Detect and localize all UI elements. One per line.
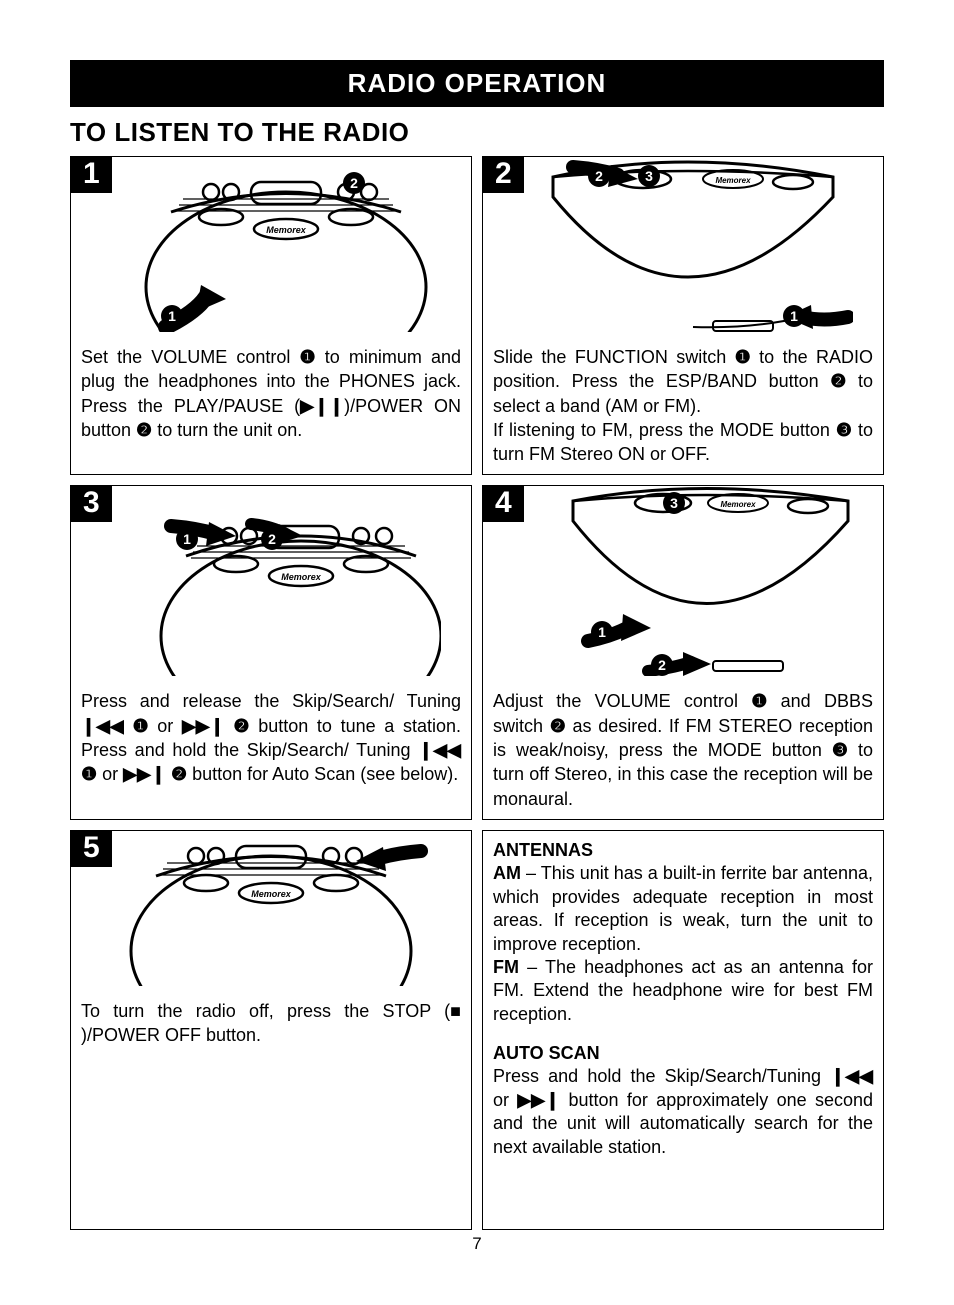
fm-label: FM: [493, 957, 519, 977]
step-4-illustration: 4 Memorex 3 1 2: [483, 486, 883, 681]
step-1-illustration: 1 Memorex: [71, 157, 471, 337]
am-label: AM: [493, 863, 521, 883]
step-4-badge: 4: [483, 486, 524, 522]
fm-text: – The headphones act as an antenna for F…: [493, 957, 873, 1024]
page-number: 7: [70, 1234, 884, 1254]
callout-1: 1: [783, 305, 805, 327]
callout-1: 1: [161, 305, 183, 327]
step-1-text: Set the VOLUME control ❶ to minimum and …: [71, 337, 471, 450]
step-4-cell: 4 Memorex 3 1 2 Adjust the VOLUME contro…: [482, 485, 884, 819]
autoscan-title: AUTO SCAN: [493, 1042, 873, 1065]
section-header: RADIO OPERATION: [70, 60, 884, 107]
step-2-illustration: 2 Memorex 2 3 1: [483, 157, 883, 337]
device-top-view: Memorex: [101, 486, 441, 676]
device-top-view: Memorex: [111, 157, 431, 332]
antennas-am: AM – This unit has a built-in ferrite ba…: [493, 862, 873, 956]
svg-text:Memorex: Memorex: [720, 500, 756, 509]
step-3-cell: 3 Memorex: [70, 485, 472, 819]
step-2-text: Slide the FUNCTION switch ❶ to the RADIO…: [483, 337, 883, 474]
callout-2: 2: [343, 172, 365, 194]
svg-text:Memorex: Memorex: [281, 572, 322, 582]
antennas-fm: FM – The headphones act as an antenna fo…: [493, 956, 873, 1026]
step-3-illustration: 3 Memorex: [71, 486, 471, 681]
callout-3: 3: [638, 165, 660, 187]
step-5-text: To turn the radio off, press the STOP (■…: [71, 991, 471, 1056]
steps-grid: 1 Memorex: [70, 156, 884, 1230]
device-top-view: Memorex: [101, 831, 441, 986]
step-5-cell: 5 Memorex To: [70, 830, 472, 1230]
step-1-cell: 1 Memorex: [70, 156, 472, 475]
step-5-badge: 5: [71, 831, 112, 867]
step-2-badge: 2: [483, 157, 524, 193]
info-cell: ANTENNAS AM – This unit has a built-in f…: [482, 830, 884, 1230]
antennas-block: ANTENNAS AM – This unit has a built-in f…: [493, 839, 873, 1026]
am-text: – This unit has a built-in ferrite bar a…: [493, 863, 873, 953]
step-1-badge: 1: [71, 157, 112, 193]
step-5-illustration: 5 Memorex: [71, 831, 471, 991]
svg-text:Memorex: Memorex: [251, 889, 292, 899]
section-subtitle: TO LISTEN TO THE RADIO: [70, 117, 884, 148]
step-4-text: Adjust the VOLUME control ❶ and DBBS swi…: [483, 681, 883, 818]
step-3-text: Press and release the Skip/Search/ Tunin…: [71, 681, 471, 794]
device-rear-view: Memorex: [513, 486, 853, 676]
autoscan-block: AUTO SCAN Press and hold the Skip/Search…: [493, 1042, 873, 1159]
svg-text:Memorex: Memorex: [715, 176, 751, 185]
antennas-title: ANTENNAS: [493, 839, 873, 862]
autoscan-text: Press and hold the Skip/Search/Tuning ❙◀…: [493, 1065, 873, 1159]
callout-2: 2: [588, 165, 610, 187]
step-2-cell: 2 Memorex 2 3 1 Slide the FUNCTION switc…: [482, 156, 884, 475]
device-rear-view: Memorex: [513, 157, 853, 332]
svg-text:Memorex: Memorex: [266, 225, 307, 235]
step-3-badge: 3: [71, 486, 112, 522]
